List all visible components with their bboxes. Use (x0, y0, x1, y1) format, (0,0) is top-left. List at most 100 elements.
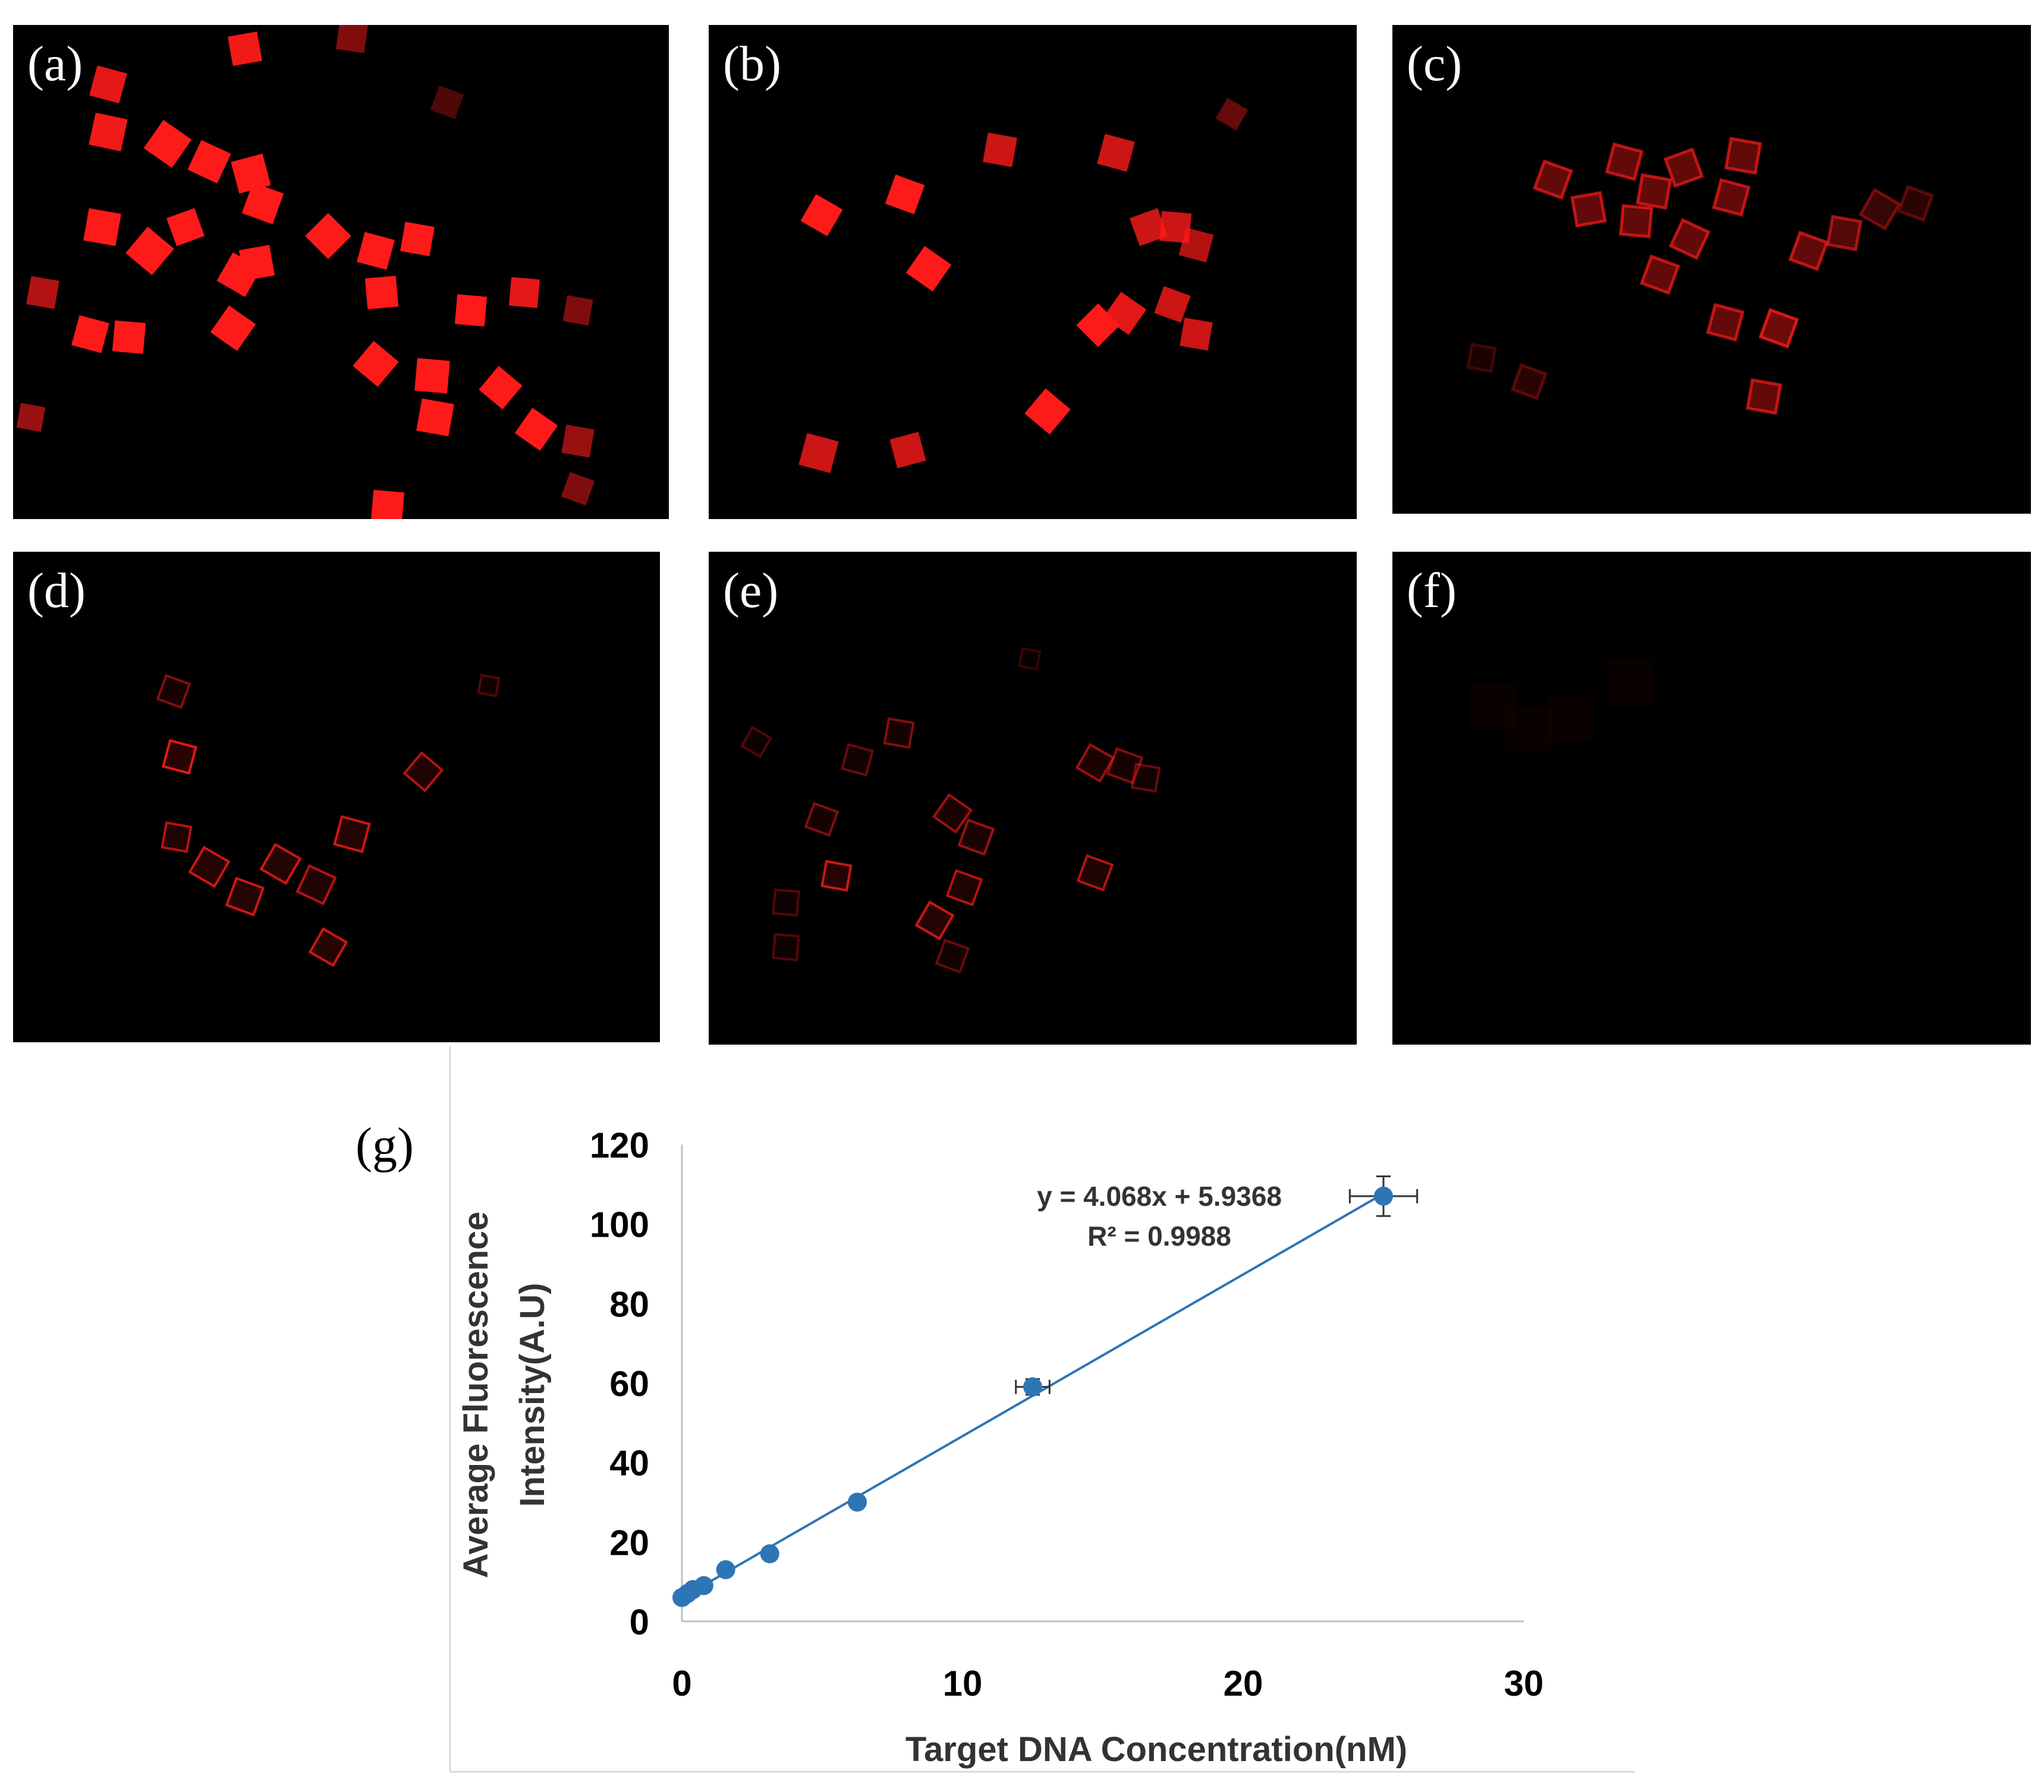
microcube (1075, 743, 1115, 783)
microcube (840, 743, 875, 777)
microcube (772, 933, 800, 961)
microcube (1097, 134, 1135, 172)
microcube (1466, 342, 1498, 374)
data-point (1348, 1175, 1419, 1217)
x-tick-label: 20 (1224, 1664, 1263, 1703)
microcube (1668, 218, 1711, 260)
microcube (1619, 204, 1653, 238)
microcube (1103, 291, 1147, 335)
y-tick-label: 100 (590, 1205, 649, 1245)
microcube (1570, 191, 1607, 228)
microcube (945, 869, 983, 907)
fluorescence-image-a: (a) (13, 25, 669, 519)
y-axis-title-line: Average Fluorescence (457, 1212, 495, 1579)
panel-label-b: (b) (723, 36, 781, 92)
microcube (804, 801, 839, 837)
data-marker (1374, 1186, 1393, 1206)
microcube (308, 927, 348, 967)
x-tick-label: 30 (1504, 1664, 1544, 1703)
microcube (1606, 659, 1654, 706)
microcube (1076, 854, 1114, 892)
microcube (932, 793, 973, 834)
microcube (26, 276, 59, 309)
microcube (16, 403, 46, 432)
image-b-content (798, 98, 1249, 473)
regression-equation: y = 4.068x + 5.9368 (1037, 1181, 1282, 1212)
y-tick-label: 60 (609, 1364, 649, 1404)
microcube (402, 751, 444, 793)
data-marker (760, 1544, 779, 1564)
image-f-content (1470, 659, 1654, 754)
microcube (883, 717, 915, 749)
microcube (71, 315, 109, 353)
microcube (1024, 388, 1071, 435)
microcube (231, 153, 271, 194)
microcube (1215, 98, 1249, 131)
microcube (238, 244, 275, 281)
microcube (187, 140, 231, 184)
panel-label-c: (c) (1407, 36, 1463, 92)
microcube (1724, 137, 1762, 175)
microcube (333, 815, 371, 853)
microcube (1178, 227, 1214, 263)
microcube (161, 738, 198, 775)
microcube (983, 133, 1017, 167)
microcube (479, 366, 523, 410)
fluorescence-image-d: (d) (13, 552, 660, 1042)
calibration-chart: 0 20 40 60 80 100 120 0 10 20 30 Target DNA Concent… (449, 1046, 1635, 1773)
microcube (335, 25, 369, 54)
microcube (914, 900, 955, 941)
microcube (820, 860, 853, 892)
fluorescence-image-b: (b) (709, 25, 1357, 519)
microcube (353, 341, 399, 387)
y-tick-label: 0 (630, 1602, 649, 1642)
microcube (905, 246, 952, 292)
microcube (414, 358, 450, 394)
microcube (1605, 142, 1644, 181)
data-point (716, 1560, 735, 1580)
data-marker (1023, 1377, 1042, 1397)
y-tick-label: 20 (609, 1523, 649, 1563)
microcube (1159, 210, 1192, 244)
x-tick-label: 10 (943, 1664, 983, 1703)
microcube (885, 174, 925, 215)
microcube (1788, 231, 1829, 271)
microcube (400, 222, 435, 256)
panel-label-g: (g) (356, 1118, 414, 1173)
microcube (889, 432, 926, 469)
microcube (514, 407, 558, 451)
microcube (1130, 762, 1161, 793)
microcube (210, 305, 256, 351)
microcube (562, 295, 593, 326)
data-marker (716, 1560, 735, 1580)
microcube (1180, 317, 1213, 351)
microcube (1858, 187, 1902, 231)
microcube (1759, 308, 1799, 348)
microcube (228, 32, 262, 66)
y-tick-label: 80 (609, 1284, 649, 1324)
microcube (161, 821, 193, 853)
data-marker (848, 1492, 867, 1512)
y-axis-title-line: Intensity(A.U) (513, 1283, 552, 1507)
microcube (1129, 208, 1168, 247)
image-e-content (740, 647, 1161, 974)
data-point (1015, 1377, 1051, 1397)
microcube (1897, 184, 1935, 222)
x-axis-title: Target DNA Concentration(nM) (905, 1730, 1407, 1769)
r-squared-label: R² = 0.9988 (1087, 1221, 1231, 1252)
microcube (89, 65, 127, 103)
microcube (1746, 378, 1782, 415)
microcube (561, 471, 595, 506)
chart-svg: 0 20 40 60 80 100 120 0 10 20 30 Target DNA Concent… (449, 1046, 1635, 1773)
image-c-content (1466, 137, 1935, 415)
microcube (561, 425, 595, 458)
microcube (89, 112, 128, 152)
data-point (694, 1576, 713, 1595)
microcube (305, 213, 351, 259)
microcube (740, 725, 773, 759)
microcube (1706, 303, 1745, 342)
microcube (772, 888, 800, 917)
image-a-content (16, 25, 595, 519)
microcube (477, 674, 501, 697)
microcube (454, 294, 488, 327)
